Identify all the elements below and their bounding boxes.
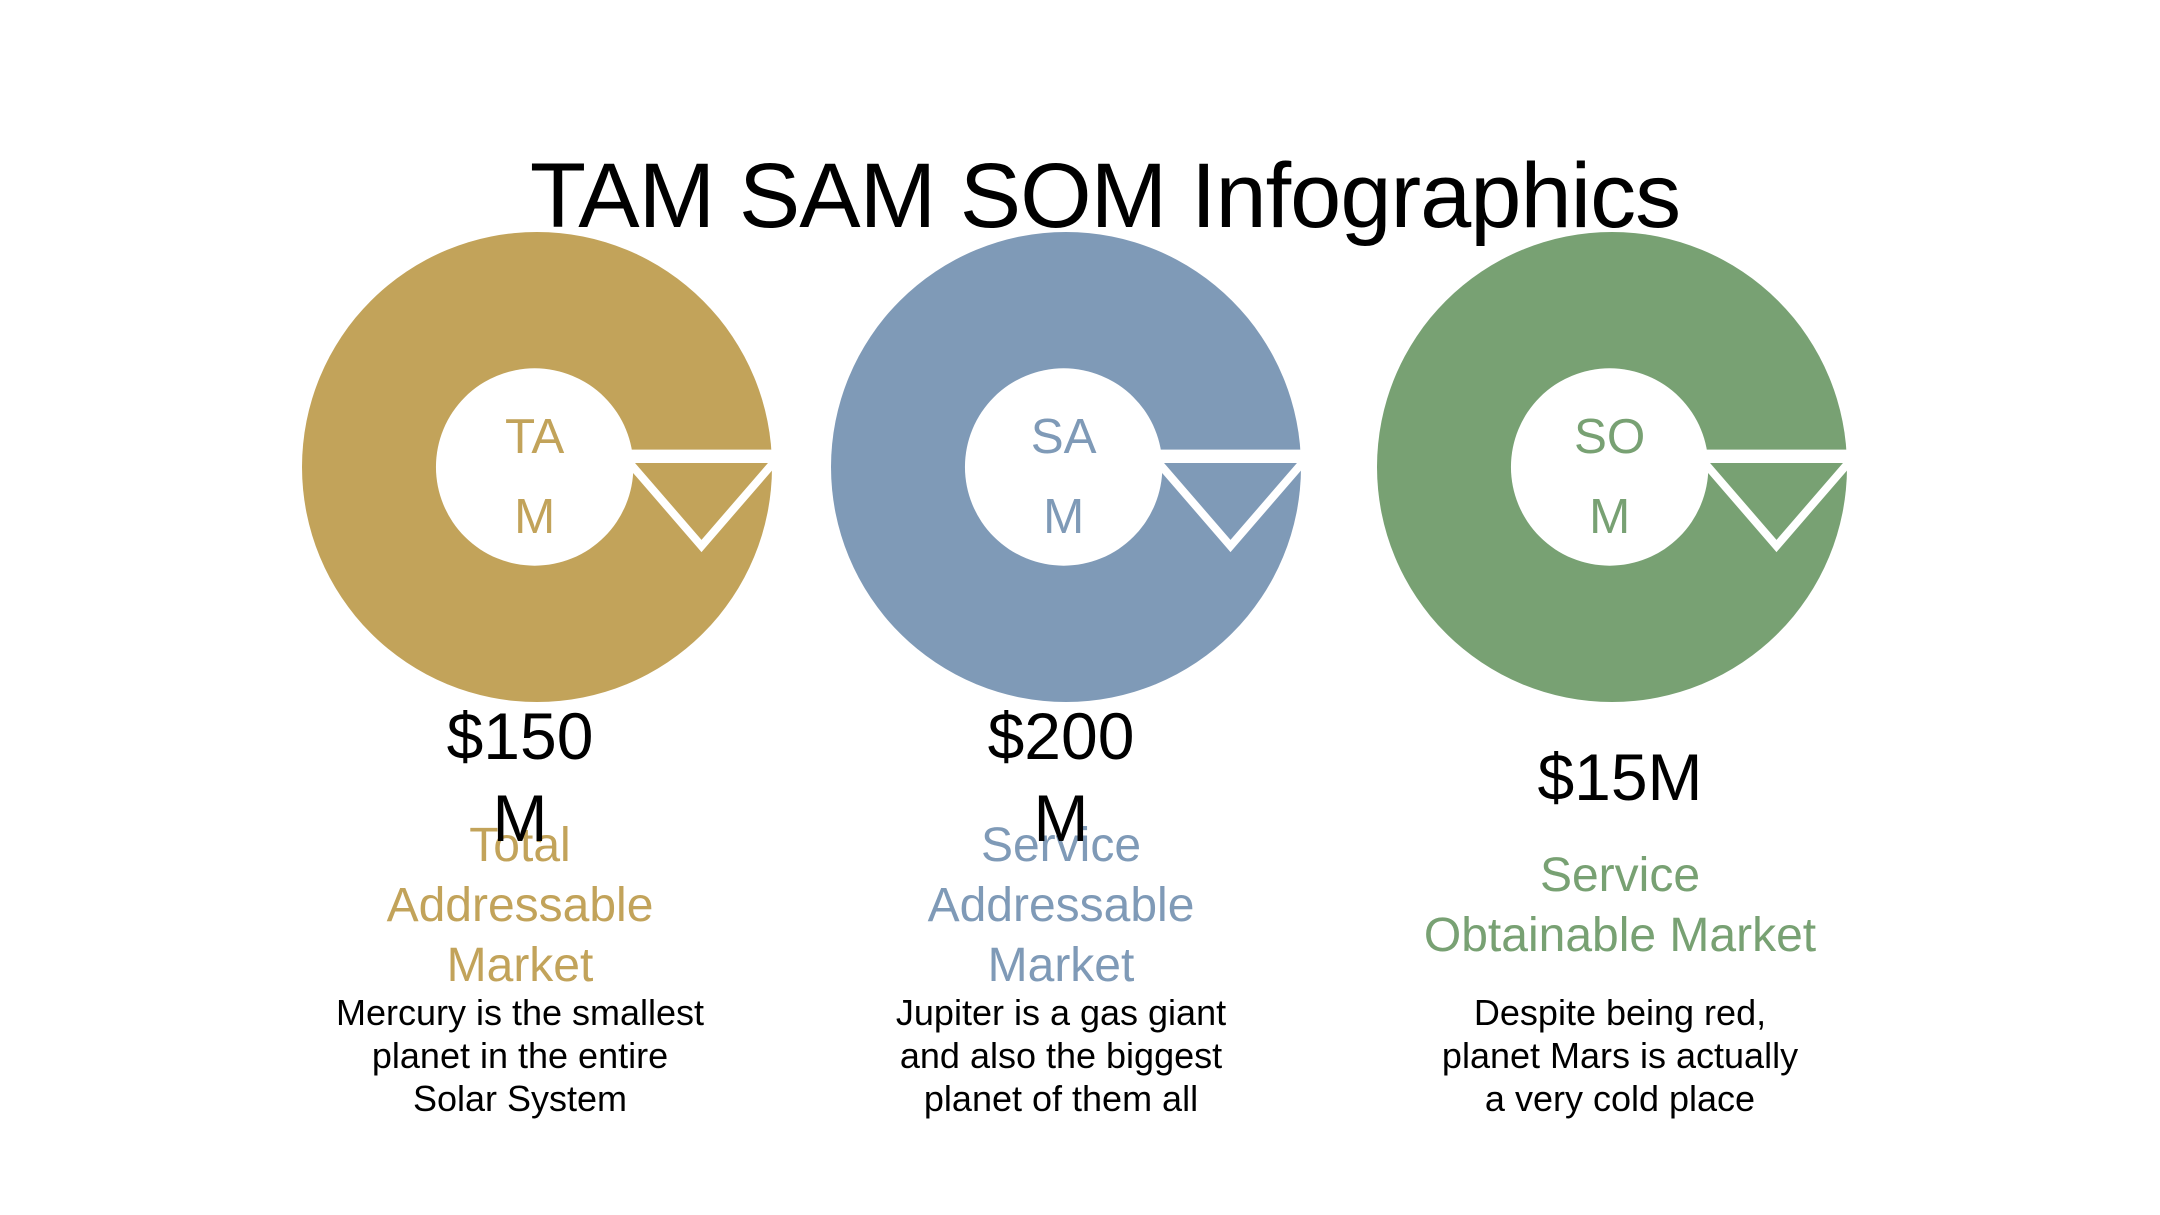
sam-description: Jupiter is a gas giant and also the bigg… bbox=[895, 992, 1227, 1119]
ring-label-line2: M bbox=[1589, 489, 1630, 544]
som-description: Despite being red, planet Mars is actual… bbox=[1441, 992, 1799, 1119]
som-value: $15M bbox=[1537, 740, 1703, 814]
tam-description: Mercury is the smallest planet in the en… bbox=[335, 992, 705, 1119]
sam-donut-chart: SA M bbox=[831, 232, 1363, 702]
arrow-notch-gap bbox=[609, 449, 834, 460]
arrow-notch-gap bbox=[1684, 449, 1909, 460]
ring-label-line1: SA bbox=[1031, 409, 1097, 464]
tam-donut-chart: TA M bbox=[302, 232, 834, 702]
arrow-notch-gap bbox=[1138, 449, 1363, 460]
ring-label-line1: TA bbox=[505, 409, 564, 464]
ring-label-line2: M bbox=[514, 489, 555, 544]
som-ring-hole bbox=[1510, 368, 1709, 566]
tam-column: TA M $150 M Total Addressable Market Mer… bbox=[240, 0, 834, 1215]
sam-ring-hole bbox=[964, 368, 1163, 566]
som-donut-chart: SO M bbox=[1377, 232, 1909, 702]
ring-label-line1: SO bbox=[1574, 409, 1645, 464]
som-column: SO M $15M Service Obtainable Market Desp… bbox=[1340, 0, 1909, 1215]
arrow-down-icon bbox=[1692, 455, 1861, 553]
arrow-down-icon bbox=[617, 455, 786, 553]
tam-ring-hole bbox=[435, 368, 634, 566]
som-subtitle: Service Obtainable Market bbox=[1423, 849, 1817, 962]
tam-value: $150 M bbox=[446, 699, 594, 855]
sam-value: $200 M bbox=[987, 699, 1135, 855]
arrow-down-icon bbox=[1146, 455, 1315, 553]
sam-subtitle: Service Addressable Market bbox=[927, 819, 1195, 992]
sam-column: SA M $200 M Service Addressable Market J… bbox=[781, 0, 1363, 1215]
ring-label-line2: M bbox=[1043, 489, 1084, 544]
tam-subtitle: Total Addressable Market bbox=[386, 819, 654, 992]
page-title: TAM SAM SOM Infographics bbox=[529, 144, 1681, 247]
